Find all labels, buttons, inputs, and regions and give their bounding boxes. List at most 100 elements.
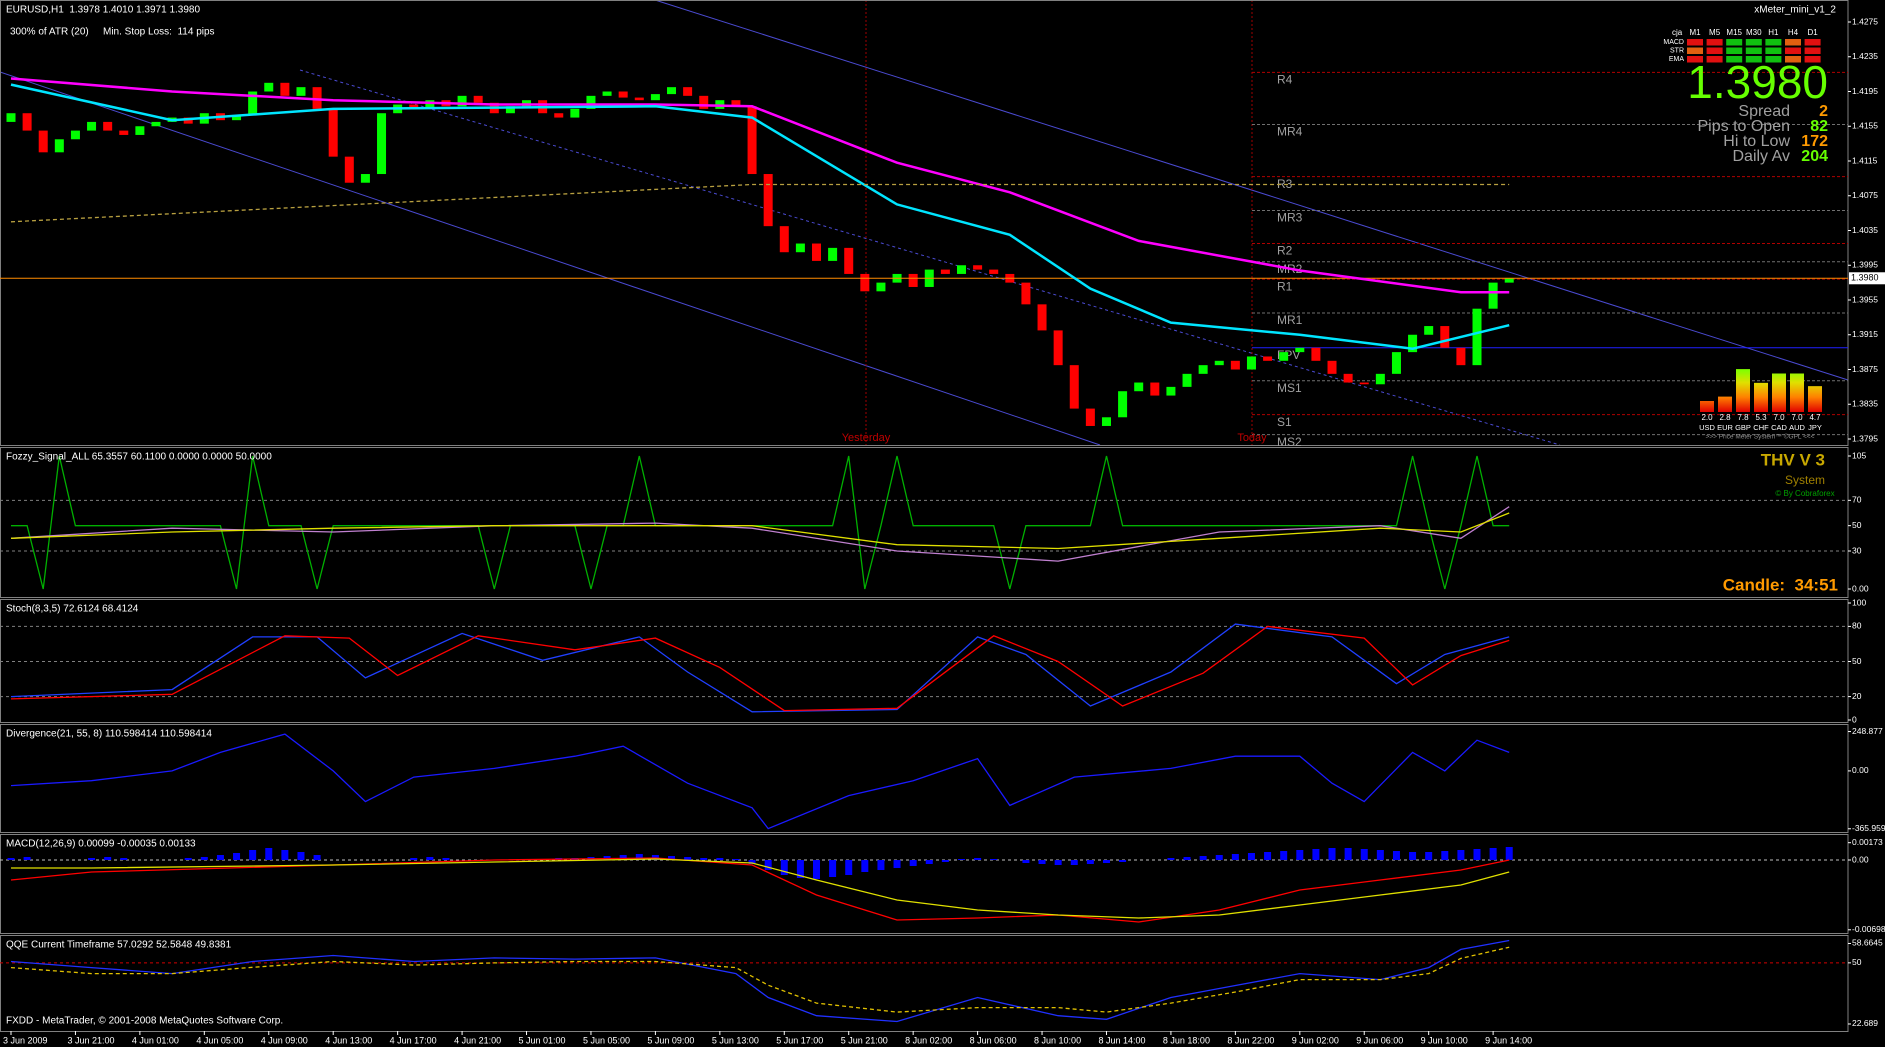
candle (1311, 347, 1321, 361)
last-price-box (1849, 272, 1885, 285)
xmeter-cell (1687, 47, 1703, 54)
candle (989, 269, 999, 274)
indicator-line (10, 625, 1510, 712)
y-tick-label: 0 (1852, 714, 1857, 724)
histogram-bar (684, 857, 692, 860)
candle (425, 100, 435, 109)
indicator-line (10, 512, 1510, 550)
y-tick-label: 1.4075 (1852, 190, 1878, 200)
histogram-bar (1296, 850, 1304, 860)
today-label: Today (1237, 432, 1267, 444)
histogram-bar (1247, 853, 1255, 860)
candle (683, 87, 693, 96)
stat-label: Hi to Low (1723, 133, 1790, 150)
y-tick-label: 1.4235 (1852, 51, 1878, 61)
candle (828, 247, 838, 261)
histogram-bar (845, 860, 853, 875)
y-tick-label: 1.3995 (1852, 260, 1878, 270)
pivot-label: R2 (1277, 244, 1293, 258)
x-tick-label: 8 Jun 02:00 (905, 1035, 952, 1045)
channel-line (0, 71, 1101, 446)
x-tick-label: 8 Jun 22:00 (1227, 1035, 1274, 1045)
candle (328, 108, 338, 157)
histogram-bar (1054, 860, 1062, 865)
candle (1343, 373, 1353, 383)
histogram-bar (1167, 858, 1175, 860)
xmeter-cell (1706, 47, 1723, 54)
candle (1214, 360, 1224, 366)
candle (1021, 282, 1031, 305)
candle (731, 100, 741, 107)
histogram-bar (88, 858, 96, 860)
pivot-label: MR4 (1277, 125, 1303, 139)
currency-label: CHF (1753, 423, 1769, 432)
histogram-bar (1441, 851, 1449, 860)
histogram-bar (780, 860, 788, 875)
y-tick-label: 22.689 (1852, 1018, 1878, 1028)
candle (1279, 352, 1289, 361)
x-tick-label: 3 Jun 21:00 (67, 1035, 114, 1045)
xmeter-cell (1726, 39, 1743, 46)
y-tick-label: 0.00 (1852, 765, 1869, 775)
histogram-bar (1376, 850, 1384, 860)
candle (973, 265, 983, 270)
candle (618, 91, 628, 98)
xmeter-column: D1 (1807, 28, 1818, 37)
candle (1230, 360, 1240, 370)
strength-label: 7.0 (1773, 413, 1785, 422)
histogram-bar (297, 852, 305, 860)
x-tick-label: 5 Jun 09:00 (647, 1035, 694, 1045)
indicator-line (10, 77, 1510, 294)
histogram-bar (1215, 855, 1223, 860)
xmeter-cell (1765, 39, 1782, 46)
histogram-bar (974, 858, 982, 860)
candle (1424, 326, 1434, 335)
histogram-bar (732, 859, 740, 860)
x-tick-label: 4 Jun 17:00 (390, 1035, 437, 1045)
currency-label: AUD (1789, 423, 1805, 432)
currency-label: JPY (1808, 423, 1822, 432)
candle (1166, 386, 1176, 396)
thv-title: THV V 3 (1761, 450, 1825, 469)
candle (812, 243, 821, 261)
xmeter-column: H1 (1768, 28, 1779, 37)
x-tick-label: 8 Jun 18:00 (1163, 1035, 1210, 1045)
histogram-bar (1038, 860, 1046, 864)
candle (876, 282, 886, 292)
candle (1391, 352, 1401, 374)
y-tick-label: 100 (1852, 597, 1866, 607)
strength-bar (1718, 396, 1732, 412)
strength-label: 7.8 (1737, 413, 1749, 422)
candle (1327, 360, 1337, 374)
candle (87, 121, 97, 131)
histogram-bar (619, 855, 627, 860)
histogram-bar (990, 859, 998, 860)
candle (1472, 308, 1482, 366)
y-tick-label: 1.3955 (1852, 294, 1878, 304)
strength-bar (1754, 382, 1768, 412)
indicator-line (10, 939, 1510, 1023)
xmeter-cell (1745, 47, 1762, 54)
histogram-bar (925, 860, 933, 864)
y-tick-label: 1.3795 (1852, 433, 1878, 443)
x-tick-label: 4 Jun 21:00 (454, 1035, 501, 1045)
histogram-bar (216, 855, 224, 860)
strength-label: 2.0 (1701, 413, 1713, 422)
histogram-bar (1070, 860, 1078, 865)
y-tick-label: 1.3875 (1852, 364, 1878, 374)
candle (1504, 278, 1514, 283)
meter-footer: >>> Price Meter System™ ©GPL <<< (1706, 433, 1815, 441)
xmeter-row: STR (1670, 47, 1684, 54)
histogram-bar (281, 850, 289, 860)
candle (6, 113, 16, 122)
footer: FXDD - MetaTrader, © 2001-2008 MetaQuote… (6, 1016, 283, 1027)
candle (940, 269, 950, 274)
histogram-bar (1505, 847, 1513, 860)
x-tick-label: 4 Jun 05:00 (196, 1035, 243, 1045)
panel-title: Fozzy_Signal_ALL 65.3557 60.1100 0.0000 … (6, 452, 272, 463)
indicator-line (10, 623, 1510, 713)
y-tick-label: 70 (1852, 495, 1862, 505)
candle (360, 174, 370, 183)
histogram-bar (200, 857, 208, 860)
